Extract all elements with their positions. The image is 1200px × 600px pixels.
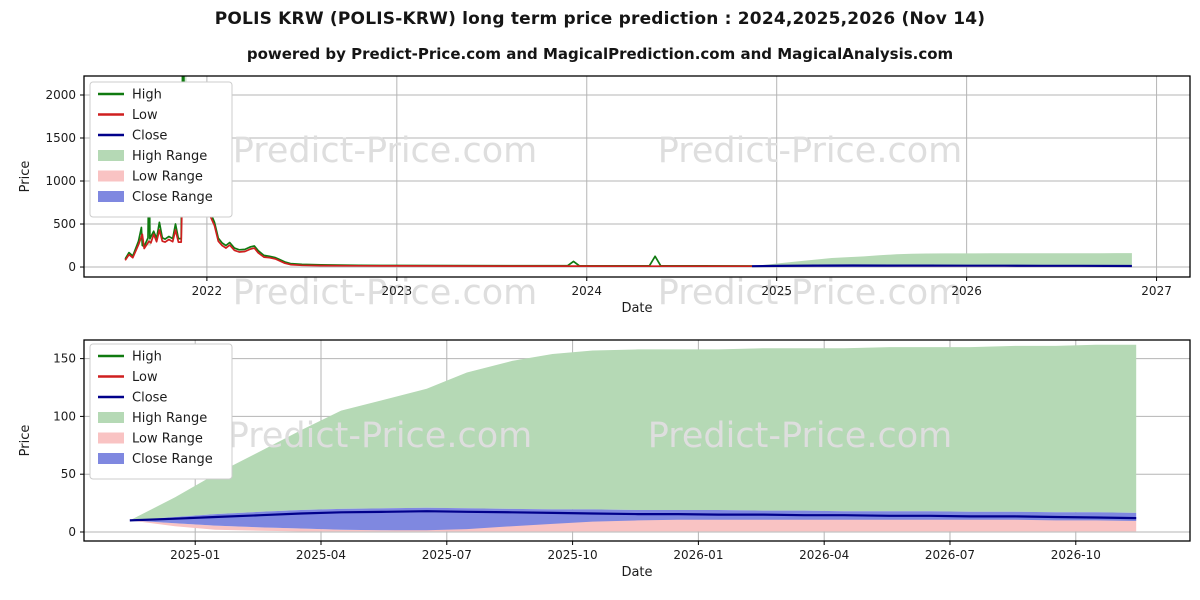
legend-label: Close: [132, 129, 167, 144]
high-range-band: [752, 253, 1132, 267]
legend-swatch-close-range: [98, 191, 124, 202]
legend-label: Close: [132, 391, 167, 406]
legend-label: Low: [132, 370, 158, 385]
x-tick-label: 2026-04: [799, 548, 849, 562]
y-tick-label: 0: [68, 260, 76, 274]
legend-label: High Range: [132, 411, 207, 426]
legend-label: Low Range: [132, 432, 203, 447]
x-axis: 2025-01 2025-04 2025-07 2025-10 2026-01 2026-…: [170, 541, 1101, 562]
watermark-text: Predict-Price.com: [228, 416, 532, 456]
x-tick-label: 2026-01: [673, 548, 723, 562]
legend-swatch-close-range: [98, 453, 124, 464]
legend-label: High Range: [132, 149, 207, 164]
y-tick-label: 1500: [45, 131, 76, 145]
y-tick-label: 150: [53, 352, 76, 366]
legend-label: Close Range: [132, 452, 213, 467]
legend-label: High: [132, 350, 162, 365]
legend-label: Low: [132, 108, 158, 123]
x-tick-label: 2026-07: [925, 548, 975, 562]
legend-box: [89, 343, 233, 480]
x-tick-label: 2027: [1141, 284, 1172, 298]
page-subtitle: powered by Predict-Price.com and Magical…: [246, 45, 954, 63]
y-tick-label: 0: [68, 525, 76, 539]
legend-label: Close Range: [132, 190, 213, 205]
legend-label: High: [132, 88, 162, 103]
legend: High Low Close High Range Low Range Close Ran…: [89, 343, 233, 480]
page-title: POLIS KRW (POLIS-KRW) long term price pr…: [214, 9, 986, 29]
plot-frame: [83, 339, 1191, 542]
close-line: [751, 264, 1132, 268]
y-axis-title: Price: [18, 425, 33, 457]
legend-swatch-high-range: [98, 412, 124, 423]
low-line: [124, 158, 752, 268]
y-tick-label: 50: [61, 467, 76, 481]
legend-swatch-high-range: [98, 150, 124, 161]
x-tick-label: 2022: [192, 284, 223, 298]
y-tick-label: 100: [53, 409, 76, 423]
x-axis-title: Date: [621, 565, 652, 580]
x-tick-label: 2023: [382, 284, 413, 298]
x-tick-label: 2026-10: [1051, 548, 1101, 562]
y-tick-label: 500: [53, 217, 76, 231]
price-history-chart: Predict-Price.com Predict-Price.com Predic…: [18, 75, 1191, 316]
high-range-band: [129, 344, 1137, 521]
legend-swatch-low-range: [98, 432, 124, 444]
x-tick-label: 2025-04: [296, 548, 346, 562]
y-tick-label: 1000: [45, 174, 76, 188]
plot-frame: [83, 75, 1191, 278]
x-axis: 2022 2023 2024 2025 2026 2027: [192, 277, 1172, 298]
x-tick-label: 2026: [951, 284, 982, 298]
watermark-text: Predict-Price.com: [233, 131, 537, 171]
y-axis: 0 500 1000 1500 2000: [45, 88, 84, 274]
watermark-text: Predict-Price.com: [648, 416, 952, 456]
watermark-text: Predict-Price.com: [658, 131, 962, 171]
x-tick-label: 2025: [761, 284, 792, 298]
low-range-band: [129, 519, 1137, 532]
close-line: [129, 510, 1137, 522]
close-range-band: [129, 507, 1137, 531]
watermark-text: Predict-Price.com: [658, 273, 962, 313]
legend-box: [89, 81, 233, 218]
legend-swatch-low-range: [98, 170, 124, 182]
watermark-text: Predict-Price.com: [233, 273, 537, 313]
y-axis-title: Price: [18, 161, 33, 193]
y-tick-label: 2000: [45, 88, 76, 102]
x-tick-label: 2024: [571, 284, 602, 298]
price-forecast-chart: Predict-Price.com Predict-Price.com 2025-0…: [18, 339, 1191, 580]
legend-label: Low Range: [132, 170, 203, 185]
x-tick-label: 2025-07: [422, 548, 472, 562]
legend: High Low Close High Range Low Range Close Ran…: [89, 81, 233, 218]
x-axis-title: Date: [621, 301, 652, 316]
y-axis: 0 50 100 150: [53, 352, 84, 539]
x-tick-label: 2025-01: [170, 548, 220, 562]
x-tick-label: 2025-10: [548, 548, 598, 562]
